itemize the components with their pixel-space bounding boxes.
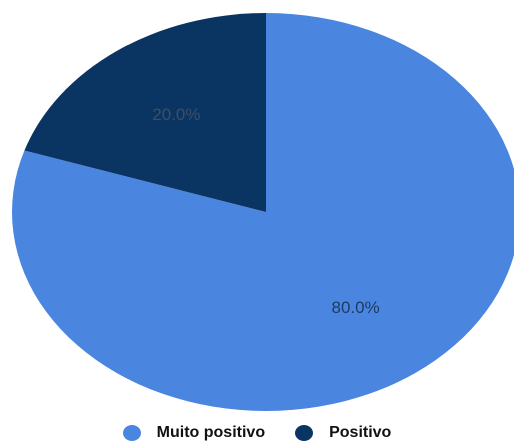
pie-slice-label-positivo: 20.0%	[152, 105, 200, 124]
chart-legend: Muito positivo Positivo	[0, 420, 514, 446]
pie-slice-label-muito-positivo: 80.0%	[331, 298, 379, 317]
legend-swatch-muito-positivo	[122, 425, 141, 441]
pie-slice-positivo	[24, 13, 267, 212]
legend-label-muito-positivo: Muito positivo	[156, 424, 266, 441]
legend-item-positivo: Positivo	[295, 424, 391, 442]
legend-swatch-positivo	[295, 425, 314, 441]
pie-slice-muito-positivo	[12, 13, 514, 411]
legend-item-muito-positivo: Muito positivo	[122, 424, 266, 442]
legend-label-positivo: Positivo	[329, 424, 392, 441]
pie-chart-canvas: 80.0% 20.0%	[12, 13, 514, 411]
